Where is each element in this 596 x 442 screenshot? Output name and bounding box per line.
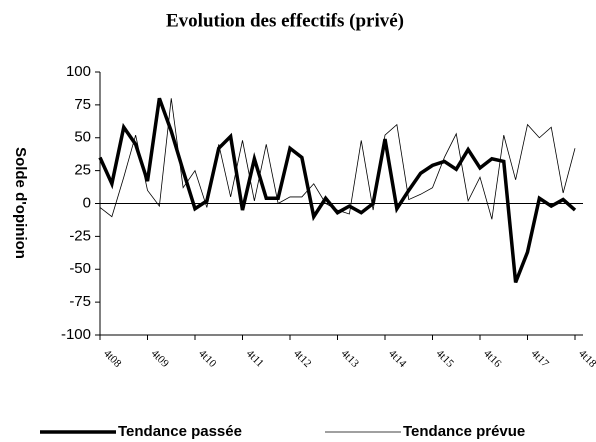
- legend-label: Tendance prévue: [403, 423, 525, 440]
- y-tick-label: -50: [69, 260, 91, 277]
- series-line: [99, 98, 576, 220]
- x-tick-label: 4t08: [101, 348, 124, 371]
- y-tick-label: 50: [74, 129, 91, 146]
- x-tick-label: 4t18: [576, 348, 596, 371]
- y-axis-label: Solde d'opinion: [12, 147, 29, 259]
- y-tick-label: 75: [74, 96, 91, 113]
- y-tick-label: 100: [66, 63, 91, 80]
- x-tick-label: 4t10: [196, 348, 219, 371]
- x-tick-label: 4t15: [434, 348, 457, 371]
- x-tick-label: 4t16: [481, 348, 504, 371]
- x-tick-label: 4t14: [386, 348, 409, 371]
- y-tick-label: -100: [61, 326, 91, 343]
- x-tick-label: 4t13: [339, 348, 362, 371]
- x-tick-label: 4t12: [291, 348, 313, 370]
- y-tick-label: 0: [83, 194, 91, 211]
- series-line: [98, 97, 577, 284]
- x-tick-label: 4t17: [529, 348, 552, 371]
- y-tick-label: 25: [74, 162, 91, 179]
- x-tick-label: 4t09: [149, 348, 172, 371]
- y-tick-label: -75: [69, 293, 91, 310]
- chart-title: Evolution des effectifs (privé): [166, 10, 404, 31]
- y-tick-label: -25: [69, 227, 91, 244]
- legend-label: Tendance passée: [118, 423, 242, 440]
- x-tick-label: 4t11: [244, 348, 266, 370]
